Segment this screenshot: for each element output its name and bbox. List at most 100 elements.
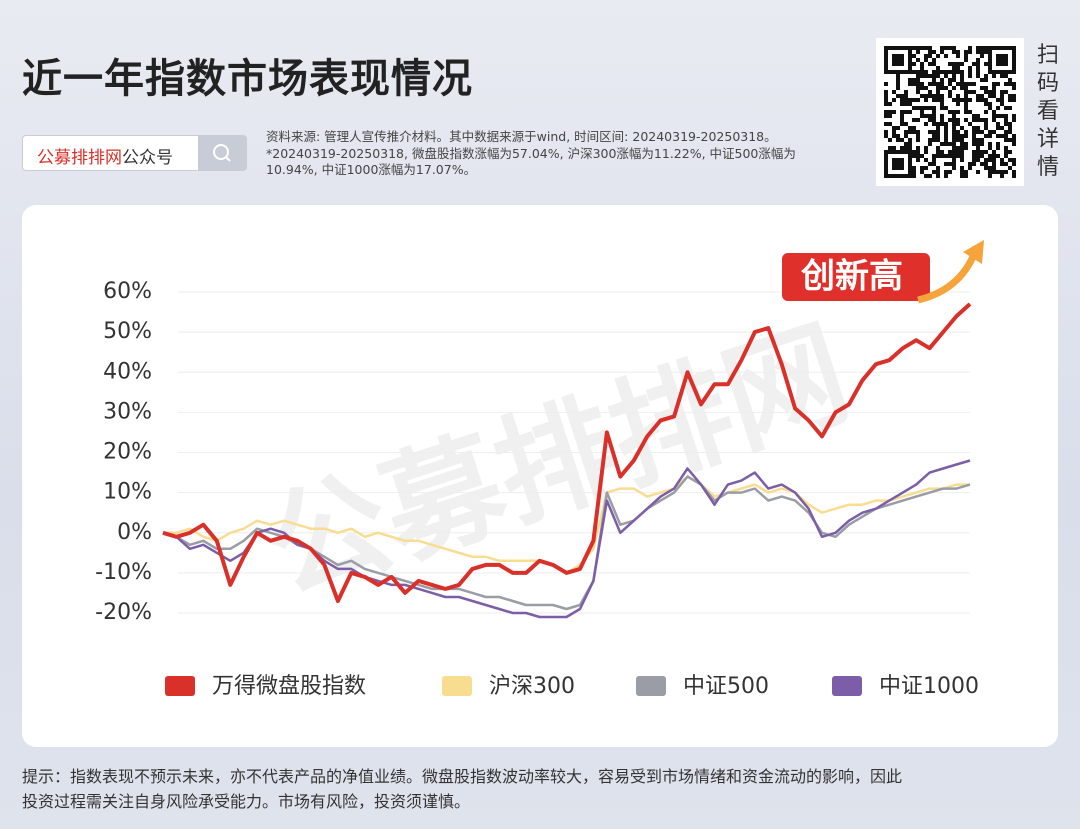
qr-module (956, 150, 960, 154)
qr-module (884, 90, 888, 94)
qr-module (972, 162, 976, 166)
qr-module (988, 174, 992, 178)
qr-module (904, 130, 908, 134)
search-box[interactable]: 公募排排网公众号 (22, 135, 247, 171)
qr-module (900, 138, 904, 142)
qr-module (904, 90, 908, 94)
source-line: 资料来源: 管理人宣传推介材料。其中数据来源于wind, 时间区间: 20240… (266, 129, 777, 144)
qr-module (920, 86, 924, 90)
qr-module (932, 82, 936, 86)
qr-module (952, 154, 956, 158)
qr-module (896, 82, 900, 86)
y-tick-label: 50% (103, 319, 152, 344)
qr-module (960, 78, 964, 82)
qr-module (920, 74, 924, 78)
qr-module (992, 150, 996, 154)
qr-module (952, 74, 956, 78)
qr-module (964, 110, 968, 114)
qr-module (988, 134, 992, 138)
qr-module (1012, 174, 1016, 178)
qr-module (940, 46, 944, 50)
disclaimer-line: 投资过程需关注自身风险承受能力。市场有风险，投资须谨慎。 (22, 792, 471, 811)
qr-module (984, 62, 988, 66)
y-tick-label: 40% (103, 359, 152, 384)
qr-module (956, 94, 960, 98)
qr-module (920, 110, 924, 114)
qr-module (1004, 114, 1008, 118)
qr-module (944, 86, 948, 90)
search-button[interactable] (198, 136, 246, 170)
qr-module (912, 78, 916, 82)
qr-module (900, 118, 904, 122)
qr-module (1012, 114, 1016, 118)
legend-label: 万得微盘股指数 (212, 674, 366, 699)
qr-module (952, 50, 956, 54)
qr-module (912, 130, 916, 134)
qr-module (940, 122, 944, 126)
qr-module (944, 130, 948, 134)
qr-module (916, 90, 920, 94)
qr-module (956, 154, 960, 158)
qr-module (940, 118, 944, 122)
qr-module (916, 134, 920, 138)
qr-module (932, 154, 936, 158)
qr-module (932, 70, 936, 74)
qr-module (968, 74, 972, 78)
qr-module (960, 146, 964, 150)
qr-module (912, 106, 916, 110)
qr-module (944, 174, 948, 178)
qr-module (924, 122, 928, 126)
qr-module (1000, 102, 1004, 106)
qr-module (912, 126, 916, 130)
qr-module (920, 166, 924, 170)
qr-module (900, 94, 904, 98)
qr-module (952, 122, 956, 126)
qr-module (884, 122, 888, 126)
qr-module (936, 150, 940, 154)
qr-module (904, 98, 908, 102)
qr-module (1012, 82, 1016, 86)
qr-module (936, 146, 940, 150)
qr-module (992, 154, 996, 158)
qr-module (992, 170, 996, 174)
qr-module (968, 70, 972, 74)
qr-module (976, 70, 980, 74)
qr-module (904, 146, 908, 150)
qr-module (972, 142, 976, 146)
qr-module (916, 154, 920, 158)
qr-module (928, 50, 932, 54)
qr-module (960, 98, 964, 102)
qr-module (1004, 118, 1008, 122)
qr-module (936, 138, 940, 142)
qr-module (968, 98, 972, 102)
qr-module (916, 70, 920, 74)
qr-module (956, 122, 960, 126)
qr-module (924, 158, 928, 162)
qr-module (944, 138, 948, 142)
qr-module (952, 110, 956, 114)
qr-module (920, 114, 924, 118)
qr-module (892, 146, 896, 150)
qr-module (928, 106, 932, 110)
qr-module (908, 138, 912, 142)
qr-module (964, 98, 968, 102)
qr-module (1000, 162, 1004, 166)
qr-module (968, 166, 972, 170)
qr-module (952, 70, 956, 74)
footer: 提示：指数表现不预示未来，亦不代表产品的净值业绩。微盘股指数波动率较大，容易受到… (22, 764, 902, 814)
qr-module (952, 162, 956, 166)
qr-module (988, 102, 992, 106)
badge-text: 创新高 (800, 257, 903, 297)
qr-module (956, 54, 960, 58)
qr-module (884, 130, 888, 134)
qr-module (896, 74, 900, 78)
qr-module (944, 162, 948, 166)
qr-module (976, 62, 980, 66)
qr-module (912, 82, 916, 86)
qr-module (900, 114, 904, 118)
qr-module (940, 86, 944, 90)
qr-module (976, 74, 980, 78)
qr-module (916, 50, 920, 54)
qr-module (956, 62, 960, 66)
